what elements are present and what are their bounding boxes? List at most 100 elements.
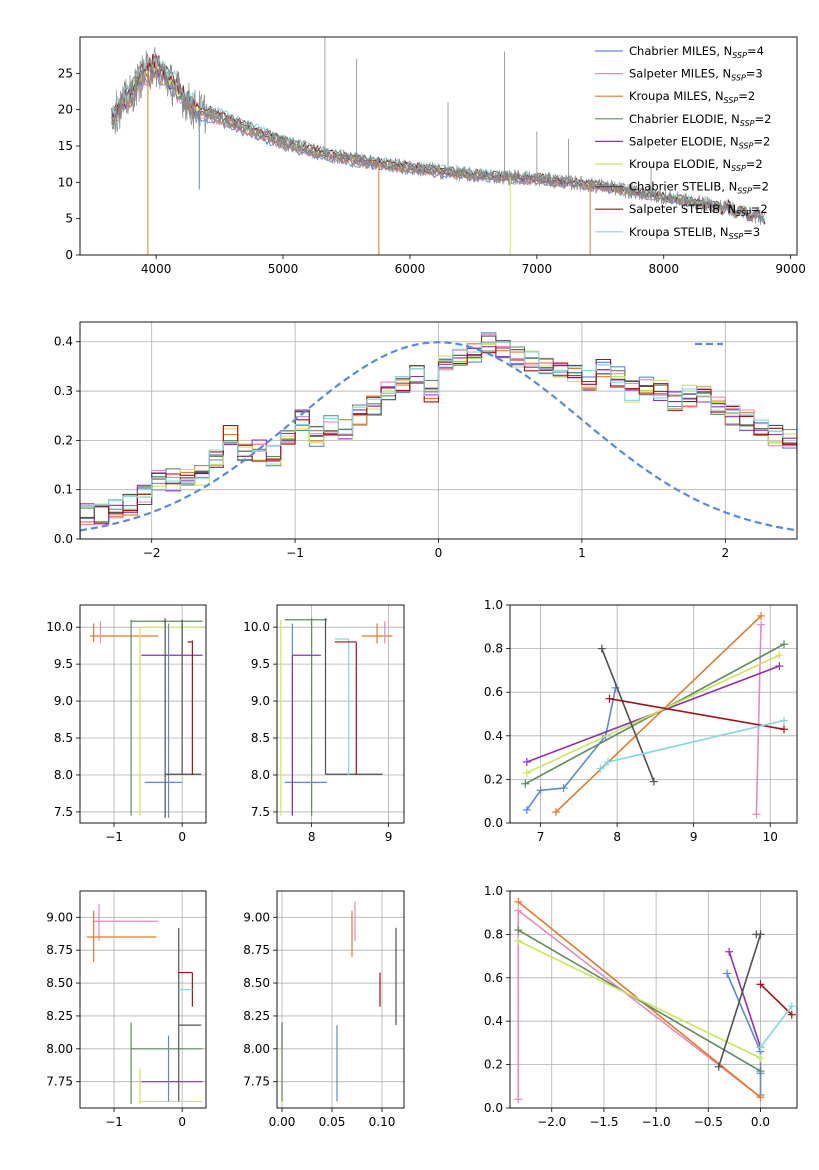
data-point xyxy=(521,779,530,788)
y-tick-label: 8.5 xyxy=(251,731,270,745)
x-tick-label: 8000 xyxy=(648,262,679,276)
x-tick-label: 6000 xyxy=(395,262,426,276)
data-point xyxy=(522,757,531,766)
x-tick-label: 9 xyxy=(690,830,698,844)
data-point xyxy=(522,768,531,777)
x-tick-label: −1 xyxy=(105,1115,123,1129)
residual-histogram-step xyxy=(80,342,797,539)
legend-entry: Kroupa STELIB, NSSP=3 xyxy=(629,225,760,241)
x-tick-label: 0.05 xyxy=(319,1115,346,1129)
y-tick-label: 0.6 xyxy=(484,685,503,699)
residual-histogram-step xyxy=(80,346,797,539)
legend-subscript: SSP xyxy=(737,187,752,196)
x-tick-label: 0.10 xyxy=(369,1115,396,1129)
data-point xyxy=(775,651,784,660)
y-tick-label: 9.5 xyxy=(54,657,73,671)
y-tick-label: 0.0 xyxy=(484,1101,503,1115)
data-point xyxy=(536,786,545,795)
legend-entry: Chabrier STELIB, NSSP=2 xyxy=(629,180,769,196)
data-point xyxy=(779,640,788,649)
y-tick-label: 8.0 xyxy=(54,768,73,782)
x-tick-label: 0.0 xyxy=(751,1115,770,1129)
data-point xyxy=(514,1095,523,1104)
legend-entry: Kroupa ELODIE, NSSP=2 xyxy=(629,157,763,173)
y-tick-label: 0.1 xyxy=(54,483,73,497)
data-point xyxy=(723,969,732,978)
data-point xyxy=(725,947,734,956)
legend-entry: Salpeter STELIB, NSSP=2 xyxy=(629,202,768,218)
y-tick-label: 0.4 xyxy=(484,729,503,743)
legend-subscript: SSP xyxy=(732,51,747,60)
axes-frame xyxy=(276,890,405,1109)
x-tick-label: −0.5 xyxy=(694,1115,723,1129)
x-tick-label: 9000 xyxy=(775,262,806,276)
y-tick-label: 9.0 xyxy=(54,694,73,708)
panel-weight-vs-z: −2.0 −1.5 −1.0 −0.5 0.0 0.0 0.2 0.4 0.6 0.8 1.0 xyxy=(484,884,798,1129)
data-point xyxy=(756,930,765,939)
data-point xyxy=(779,725,788,734)
y-tick-label: 8.00 xyxy=(243,1042,270,1056)
y-tick-label: 0.2 xyxy=(54,433,73,447)
legend-suffix: =2 xyxy=(755,112,772,126)
plot-area xyxy=(86,904,203,1105)
series-line xyxy=(555,615,762,813)
x-tick-label: −1 xyxy=(286,546,304,560)
data-point xyxy=(714,1062,723,1071)
series-line xyxy=(759,983,793,1016)
plot-area xyxy=(90,618,203,818)
y-tick-label: 8.5 xyxy=(54,731,73,745)
data-point xyxy=(551,808,560,817)
y-tick-label: 7.5 xyxy=(54,805,73,819)
y-tick-label: 7.75 xyxy=(243,1075,270,1089)
x-tick-label: −2.0 xyxy=(537,1115,566,1129)
residual-histogram-step xyxy=(80,333,797,539)
legend-label: Chabrier STELIB, N xyxy=(629,180,737,194)
legend-suffix: =2 xyxy=(753,134,770,148)
series-line xyxy=(601,648,655,782)
data-point xyxy=(514,897,523,906)
y-tick-label: 0.3 xyxy=(54,384,73,398)
x-tick-label: 7 xyxy=(537,830,545,844)
series-line xyxy=(526,654,780,774)
residual-histogram-step xyxy=(80,346,797,539)
panel-age-vs-z: −1 0 7.5 8.0 8.5 9.0 9.5 10.0 xyxy=(46,604,207,844)
data-point xyxy=(649,777,658,786)
x-tick-label: −1.5 xyxy=(589,1115,618,1129)
legend-subscript: SSP xyxy=(739,141,754,150)
y-tick-label: 0.2 xyxy=(484,1058,503,1072)
y-tick-label: 25 xyxy=(58,66,73,80)
x-tick-label: 0.00 xyxy=(269,1115,296,1129)
y-tick-label: 9.5 xyxy=(251,657,270,671)
x-tick-label: −2 xyxy=(143,546,161,560)
legend-label: Kroupa STELIB, N xyxy=(629,225,729,239)
panel-age-vs-mass: 8 9 7.5 8.0 8.5 9.0 9.5 10.0 xyxy=(243,604,405,844)
data-point xyxy=(756,1043,765,1052)
plot-area xyxy=(521,611,788,819)
data-point xyxy=(756,1093,765,1102)
legend-suffix: =2 xyxy=(746,157,763,171)
plot-area xyxy=(80,332,797,539)
data-point xyxy=(757,620,766,629)
legend-subscript: SSP xyxy=(724,96,739,105)
legend-label: Kroupa MILES, N xyxy=(629,89,724,103)
x-tick-label: 4000 xyxy=(141,262,172,276)
legend-label: Salpeter ELODIE, N xyxy=(629,134,739,148)
plot-area xyxy=(281,901,397,1105)
data-point xyxy=(787,1002,796,1011)
legend-subscript: SSP xyxy=(736,209,751,218)
series-line xyxy=(755,624,762,815)
legend-label: Salpeter MILES, N xyxy=(629,67,731,81)
legend-suffix: =3 xyxy=(743,225,760,239)
data-point xyxy=(757,611,766,620)
x-tick-label: 1 xyxy=(578,546,586,560)
y-tick-label: 8.25 xyxy=(46,1009,73,1023)
legend-subscript: SSP xyxy=(740,119,755,128)
data-point xyxy=(779,716,788,725)
y-tick-label: 8.50 xyxy=(243,976,270,990)
y-tick-label: 0.4 xyxy=(54,335,73,349)
x-tick-label: 9 xyxy=(385,830,393,844)
data-point xyxy=(514,926,523,935)
plot-area xyxy=(111,37,766,255)
legend-suffix: =4 xyxy=(747,44,764,58)
plot-area xyxy=(514,897,796,1104)
